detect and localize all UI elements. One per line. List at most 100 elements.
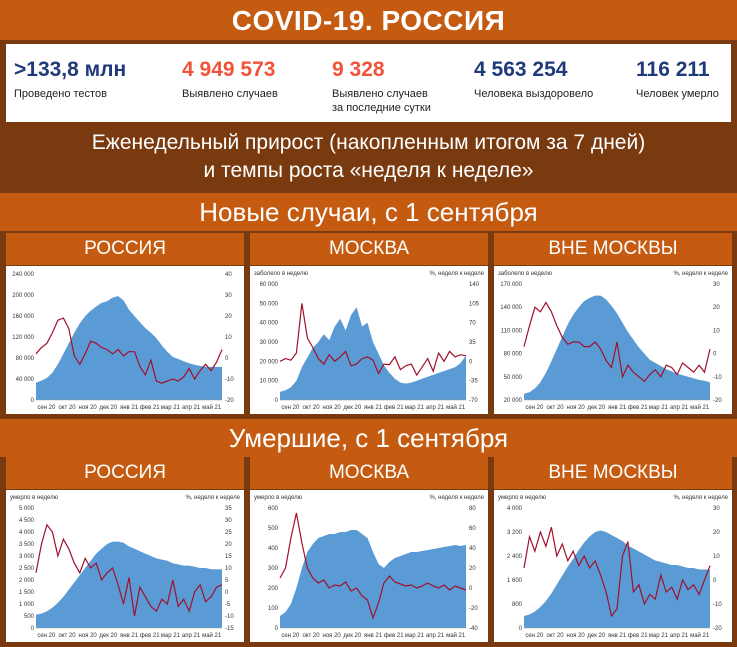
y-tick-label: 100 bbox=[268, 606, 279, 612]
x-tick-label: дек 20 bbox=[343, 633, 361, 639]
y-tick-label: 300 bbox=[268, 566, 279, 572]
x-tick-label: сен 20 bbox=[525, 633, 544, 639]
y2-tick-label: 40 bbox=[469, 546, 476, 552]
y2-tick-label: -70 bbox=[469, 398, 478, 404]
weekly-area-series bbox=[36, 541, 222, 628]
subtitle-band: Еженедельный прирост (накопленным итогом… bbox=[0, 124, 737, 190]
x-tick-label: сен 20 bbox=[37, 633, 56, 639]
y-tick-label: 1 500 bbox=[19, 590, 35, 596]
region-moscow-deaths: МОСКВА bbox=[250, 457, 488, 489]
x-tick-label: апр 21 bbox=[182, 633, 201, 639]
y2-tick-label: -20 bbox=[713, 626, 722, 632]
x-tick-label: апр 21 bbox=[670, 405, 689, 411]
section-deaths-title: Умершие, с 1 сентября bbox=[228, 423, 509, 453]
y2-tick-label: -10 bbox=[225, 377, 234, 383]
x-tick-label: ноя 20 bbox=[79, 405, 98, 411]
x-tick-label: фев 21 bbox=[628, 633, 648, 639]
x-tick-label: мар 21 bbox=[161, 633, 181, 639]
y2-tick-label: -40 bbox=[469, 626, 478, 632]
weekly-area-series bbox=[280, 307, 466, 400]
y-tick-label: 3 500 bbox=[19, 542, 35, 548]
stat-tests: >133,8 млн Проведено тестов bbox=[14, 56, 126, 101]
x-tick-label: мар 21 bbox=[405, 405, 425, 411]
chart-panel-deaths-outside: умерло в неделю %, неделя к неделе 0 800 1 6… bbox=[494, 490, 732, 642]
y-tick-label: 2 000 bbox=[19, 578, 35, 584]
chart-panel-deaths-moscow: умерло в неделю%, неделя к неделе 0 100 200… bbox=[250, 490, 488, 642]
chart-deaths-russia: умерло в неделю %, неделя к неделе 0 500 1 0… bbox=[10, 495, 241, 639]
chart-panel-cases-russia: 0 40 000 80 000 120 000 160 000 200 000 240 00… bbox=[6, 266, 244, 414]
x-tick-label: сен 20 bbox=[281, 633, 300, 639]
right-axis-caption: %, неделя к неделе bbox=[429, 271, 484, 277]
subtitle-line-2: и темпы роста «неделя к неделе» bbox=[203, 159, 534, 182]
x-tick-label: май 21 bbox=[690, 632, 710, 639]
x-tick-label: дек 20 bbox=[587, 405, 605, 411]
y2-tick-label: 20 bbox=[469, 566, 476, 572]
y-tick-label: 600 bbox=[268, 506, 279, 512]
y-tick-label: 240 000 bbox=[12, 272, 34, 278]
y-tick-label: 2 400 bbox=[507, 554, 523, 560]
x-tick-label: фев 21 bbox=[384, 633, 404, 639]
y2-tick-label: 0 bbox=[225, 356, 229, 362]
stat-deaths: 116 211 Человек умерло bbox=[636, 56, 719, 101]
y-tick-label: 4 000 bbox=[19, 530, 35, 536]
y-tick-label: 3 000 bbox=[19, 554, 35, 560]
section-cases: Новые случаи, с 1 сентября bbox=[0, 193, 737, 231]
stat-recovered-value: 4 563 254 bbox=[474, 58, 568, 81]
weekly-area-series bbox=[36, 296, 222, 400]
y-tick-label: 40 000 bbox=[260, 321, 279, 327]
title-band: COVID-19. РОССИЯ bbox=[0, 0, 737, 42]
x-tick-label: сен 20 bbox=[281, 405, 300, 411]
y2-tick-label: -15 bbox=[225, 626, 234, 632]
y2-tick-label: -10 bbox=[713, 602, 722, 608]
x-tick-label: фев 21 bbox=[140, 405, 160, 411]
y2-tick-label: 105 bbox=[469, 301, 480, 307]
y2-tick-label: -10 bbox=[225, 614, 234, 620]
x-tick-label: май 21 bbox=[446, 404, 466, 411]
x-tick-label: апр 21 bbox=[426, 633, 445, 639]
x-tick-label: ноя 20 bbox=[79, 633, 98, 639]
region-russia-deaths: РОССИЯ bbox=[6, 457, 244, 489]
x-tick-label: дек 20 bbox=[587, 633, 605, 639]
x-tick-label: май 21 bbox=[690, 404, 710, 411]
y2-tick-label: -20 bbox=[713, 398, 722, 404]
y-tick-label: 50 000 bbox=[504, 375, 523, 381]
subtitle-line-1: Еженедельный прирост (накопленным итогом… bbox=[91, 131, 646, 154]
y-tick-label: 30 000 bbox=[260, 340, 279, 346]
y2-tick-label: 20 bbox=[713, 530, 720, 536]
y-tick-label: 40 000 bbox=[16, 377, 35, 383]
x-tick-label: дек 20 bbox=[99, 633, 117, 639]
chart-deaths-outside: умерло в неделю %, неделя к неделе 0 800 1 6… bbox=[498, 495, 729, 639]
y-tick-label: 5 000 bbox=[19, 506, 35, 512]
stats-panel: >133,8 млн Проведено тестов 4 949 573 Вы… bbox=[6, 44, 731, 122]
growth-rate-line bbox=[523, 527, 711, 618]
y2-tick-label: 70 bbox=[469, 321, 476, 327]
x-tick-label: ноя 20 bbox=[567, 633, 586, 639]
x-tick-label: дек 20 bbox=[99, 405, 117, 411]
y2-tick-label: 80 bbox=[469, 506, 476, 512]
y-tick-label: 160 000 bbox=[12, 314, 34, 320]
stat-daily-label: Выявлено случаев bbox=[332, 88, 428, 100]
x-tick-label: ноя 20 bbox=[323, 405, 342, 411]
x-tick-label: окт 20 bbox=[58, 633, 76, 639]
y2-tick-label: 60 bbox=[469, 526, 476, 532]
right-axis-caption: %, неделя к неделе bbox=[673, 271, 728, 277]
y-tick-label: 140 000 bbox=[500, 305, 522, 311]
stat-tests-label: Проведено тестов bbox=[14, 88, 107, 100]
x-tick-label: янв 21 bbox=[120, 405, 139, 411]
growth-rate-line bbox=[35, 317, 223, 384]
y2-tick-label: -20 bbox=[469, 606, 478, 612]
x-tick-label: окт 20 bbox=[546, 633, 564, 639]
y2-tick-label: 140 bbox=[469, 282, 480, 288]
x-tick-label: мар 21 bbox=[649, 633, 669, 639]
y2-tick-label: 25 bbox=[225, 530, 232, 536]
stat-cases-value: 4 949 573 bbox=[182, 58, 276, 81]
y-tick-label: 170 000 bbox=[500, 282, 522, 288]
y-tick-label: 500 bbox=[24, 614, 35, 620]
y-tick-label: 0 bbox=[275, 398, 279, 404]
region-russia-cases: РОССИЯ bbox=[6, 233, 244, 265]
right-axis-caption: %, неделя к неделе bbox=[429, 495, 484, 501]
y2-tick-label: 40 bbox=[225, 272, 232, 278]
x-tick-label: сен 20 bbox=[37, 405, 56, 411]
x-tick-label: дек 20 bbox=[343, 405, 361, 411]
y2-tick-label: 5 bbox=[225, 578, 229, 584]
